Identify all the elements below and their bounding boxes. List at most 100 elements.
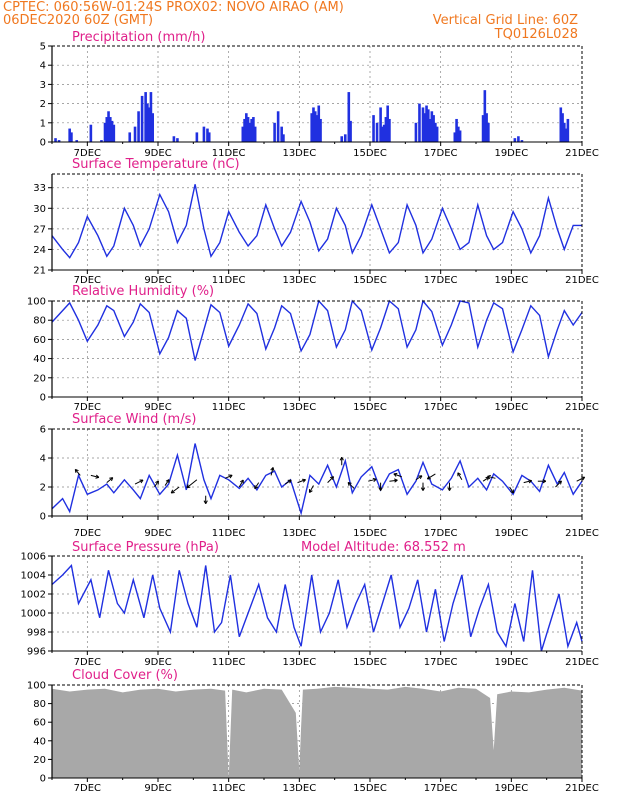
precip-bar xyxy=(253,126,257,142)
x-tick-label: 7DEC xyxy=(74,528,101,539)
pressure-line xyxy=(51,564,583,652)
wind-arrow-head xyxy=(155,480,159,485)
y-tick-label: 4 xyxy=(40,61,46,72)
precip-bar xyxy=(250,118,253,142)
precip-bar xyxy=(252,117,255,142)
precip-bar xyxy=(110,120,114,142)
precip-bar xyxy=(349,120,352,142)
precip-bar xyxy=(340,136,344,142)
x-tick-label: 15DEC xyxy=(353,783,387,794)
wind-arrow-head xyxy=(165,479,170,484)
precip-bar xyxy=(563,122,566,142)
x-tick-label: 7DEC xyxy=(74,275,101,286)
y-tick-label: 0 xyxy=(40,138,46,149)
x-tick-label: 11DEC xyxy=(212,402,246,413)
precip-bar xyxy=(243,118,246,142)
x-tick-label: 9DEC xyxy=(144,657,171,668)
wind-arrow-head xyxy=(447,487,452,491)
precip-bar xyxy=(246,117,250,142)
wind-arrow-head xyxy=(542,479,547,484)
temp-title: Surface Temperature (nC) xyxy=(72,157,240,172)
wind-arrow xyxy=(393,473,402,478)
wind-arrow-head xyxy=(418,475,423,480)
y-tick-label: 6 xyxy=(40,425,46,436)
y-tick-label: 27 xyxy=(33,224,46,235)
precip-bar xyxy=(453,132,457,142)
wind-arrow-head xyxy=(228,474,233,479)
wind-arrow-head xyxy=(557,480,562,485)
x-tick-label: 13DEC xyxy=(282,783,316,794)
x-tick-label: 21DEC xyxy=(565,148,599,159)
precip-bar xyxy=(312,107,315,142)
precip-bar xyxy=(146,103,149,142)
wind-arrow-head xyxy=(457,472,462,477)
wind-arrow xyxy=(238,479,244,488)
precip-bar xyxy=(418,103,421,142)
wind-arrow-head xyxy=(95,474,100,479)
precip-bar xyxy=(319,118,322,142)
x-tick-label: 11DEC xyxy=(212,783,246,794)
wind-arrow-head xyxy=(270,467,275,471)
wind-arrow-head xyxy=(74,468,79,473)
precip-bar xyxy=(109,117,112,142)
wind-arrow-head xyxy=(394,478,398,483)
precip-bar xyxy=(315,115,319,142)
precip-bar xyxy=(435,126,439,142)
wind-arrow-head xyxy=(302,478,306,483)
precip-bar xyxy=(381,126,384,142)
precip-bar xyxy=(75,140,79,142)
y-tick-label: 60 xyxy=(33,718,46,729)
x-tick-label: 9DEC xyxy=(144,528,171,539)
precip-bar xyxy=(202,126,206,142)
wind-arrow xyxy=(134,479,144,485)
precip-bar xyxy=(310,113,313,142)
wind-arrow-head xyxy=(510,489,515,494)
y-tick-label: 100 xyxy=(27,297,46,308)
wind-arrow xyxy=(487,475,496,479)
precip-bar xyxy=(133,126,137,142)
precip-bar xyxy=(434,122,437,142)
wind-arrow-head xyxy=(330,476,335,481)
x-tick-label: 19DEC xyxy=(494,275,528,286)
wind-arrow-head xyxy=(581,476,586,481)
wind-arrow xyxy=(555,480,562,488)
precip-bar xyxy=(375,122,379,142)
y-tick-label: 33 xyxy=(33,183,46,194)
precip-bar xyxy=(559,107,563,142)
precip-bar xyxy=(107,111,110,142)
header-model-code: TQ0126L028 xyxy=(494,27,578,42)
x-tick-label: 15DEC xyxy=(353,657,387,668)
precip-bar xyxy=(485,113,488,142)
x-tick-label: 7DEC xyxy=(74,783,101,794)
precip-bar xyxy=(520,140,524,142)
x-tick-label: 9DEC xyxy=(144,148,171,159)
x-tick-label: 9DEC xyxy=(144,275,171,286)
precip-bar xyxy=(89,124,93,142)
precip-bar xyxy=(425,105,428,142)
x-tick-label: 17DEC xyxy=(424,148,458,159)
cloud-cover-area xyxy=(52,686,582,778)
x-tick-label: 11DEC xyxy=(212,148,246,159)
precip-bar xyxy=(513,138,517,142)
x-tick-label: 15DEC xyxy=(353,528,387,539)
precip-bar xyxy=(128,132,132,142)
precip-bar xyxy=(384,117,388,142)
x-tick-label: 15DEC xyxy=(353,402,387,413)
precip-bar xyxy=(421,107,425,142)
wind-arrow-head xyxy=(287,479,292,484)
precip-bar xyxy=(386,105,389,142)
wind-arrow xyxy=(457,472,463,480)
precip-bar xyxy=(151,113,154,142)
x-tick-label: 17DEC xyxy=(424,402,458,413)
precip-bar xyxy=(379,107,382,142)
temp-panel: 21 24 27 30 33 7DEC 9DEC 11DEC 13DEC 15DEC 17DEC 19… xyxy=(33,157,599,286)
y-tick-label: 1 xyxy=(40,118,46,129)
wind-arrow xyxy=(164,479,170,486)
precip-bar xyxy=(517,136,520,142)
header-date: 06DEC2020 60Z (GMT) xyxy=(3,13,154,28)
y-tick-label: 1004 xyxy=(21,571,46,582)
wind-arrow-head xyxy=(393,472,398,477)
x-tick-label: 17DEC xyxy=(424,275,458,286)
x-tick-label: 21DEC xyxy=(565,402,599,413)
precip-bar xyxy=(206,128,209,142)
